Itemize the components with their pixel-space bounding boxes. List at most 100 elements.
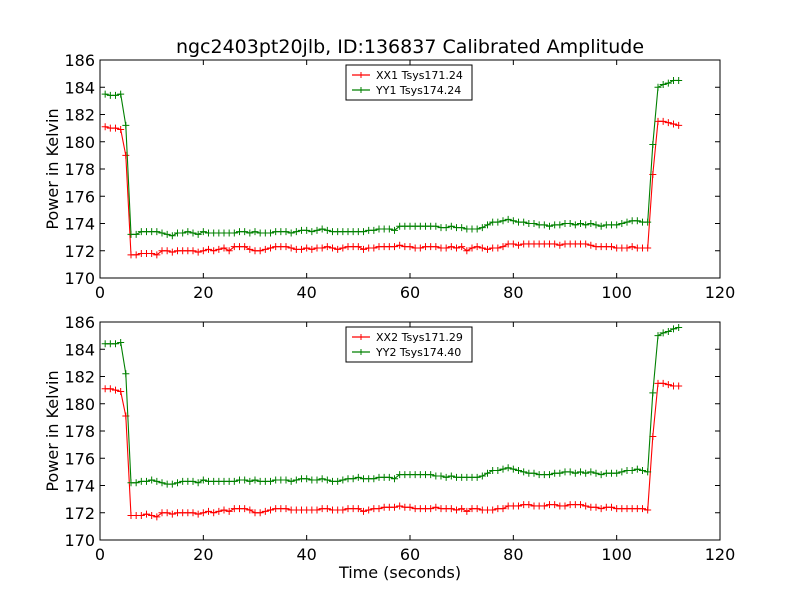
data-point [406,503,414,511]
legend: XX2 Tsys171.29 YY2 Tsys174.40 [345,326,473,363]
x-tick-label: 100 [601,283,632,302]
y-tick-label: 180 [64,133,95,152]
x-tick-label: 80 [503,545,523,564]
data-point [623,218,631,226]
data-point [339,476,347,484]
legend-box [345,64,473,101]
data-point [267,229,274,237]
data-point [515,467,522,475]
data-point [339,244,347,252]
data-point [365,506,373,514]
data-point [303,244,311,252]
data-point [453,506,460,514]
data-point [153,228,161,236]
data-point [246,506,254,514]
data-point [509,240,517,248]
data-point [582,221,590,229]
data-point [137,511,145,519]
data-point [287,229,295,237]
data-point [168,232,176,240]
data-point [194,230,202,238]
data-point [391,243,398,251]
chart-panel-2: 0 20 40 60 80 100 120 170 172 174 176 178 180 182 184 1… [43,313,735,582]
data-point [168,480,176,488]
data-point [112,91,119,99]
data-point [303,226,311,234]
x-tick-label: 20 [193,545,213,564]
data-point [592,469,600,477]
data-point [458,505,466,513]
data-point [453,244,460,252]
data-point [117,90,125,98]
data-point [339,506,347,514]
data-point [168,248,176,256]
data-point [639,467,646,475]
data-point [468,244,476,252]
data-point [122,151,130,159]
data-point [566,468,574,476]
data-point [608,503,615,511]
data-point [143,510,150,518]
data-point [153,477,161,485]
data-point [396,502,404,510]
data-point [174,479,181,487]
data-point [473,473,481,481]
data-point [194,248,202,256]
x-tick-label: 120 [705,545,736,564]
data-point [659,117,667,125]
data-point [292,476,300,484]
data-point [556,469,564,477]
data-point [246,245,254,253]
x-tick-label: 60 [400,545,420,564]
data-point [215,245,223,253]
legend-label: YY1 Tsys174.24 [375,84,461,97]
data-point [515,241,522,249]
data-point [287,477,295,485]
data-point [215,507,223,515]
data-point [230,477,238,485]
x-tick-label: 80 [503,283,523,302]
data-point [194,510,202,518]
data-point [298,245,305,253]
data-point [101,123,109,131]
data-point [654,83,662,91]
data-point [132,230,140,238]
data-point [282,228,290,236]
data-point [546,471,553,479]
data-point [623,244,631,252]
x-tick-label: 40 [296,545,316,564]
data-point [499,505,507,513]
data-point [484,221,491,229]
data-point [158,229,166,237]
data-point [473,505,481,513]
data-point [112,124,119,132]
data-point [447,505,455,513]
data-point [153,251,161,259]
data-point [391,503,398,511]
x-tick-label: 20 [193,283,213,302]
data-point [664,381,672,389]
data-point [370,475,378,483]
data-point [220,244,228,252]
data-point [112,340,119,348]
data-point [225,247,233,255]
data-point [473,243,481,251]
legend-marker [358,72,364,78]
data-point [644,468,652,476]
data-point [189,229,197,237]
data-point [220,506,228,514]
legend-marker [358,87,364,93]
data-point [654,332,662,340]
data-point [267,244,274,252]
data-point [132,479,140,487]
y-tick-label: 176 [64,187,95,206]
data-point [437,472,445,480]
data-point [675,323,683,331]
data-point [478,472,486,480]
data-point [670,120,677,128]
y-axis-title: Power in Kelvin [43,108,62,229]
y-tick-label: 184 [64,340,95,359]
data-point [354,243,362,251]
data-point [334,245,342,253]
data-point [447,222,455,230]
